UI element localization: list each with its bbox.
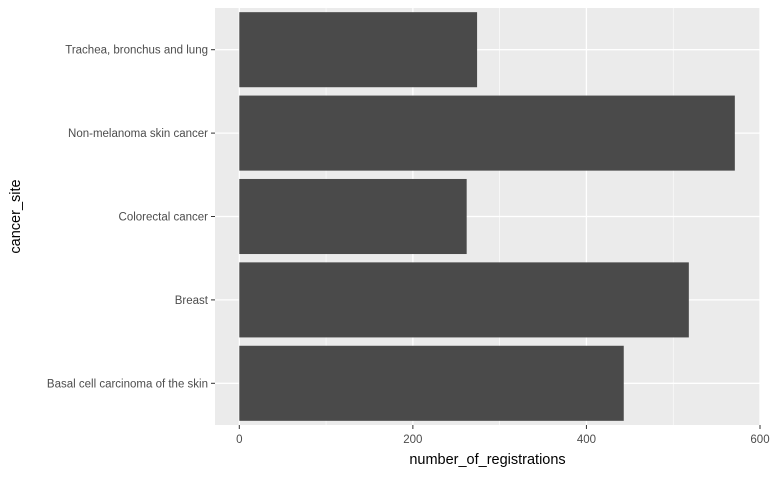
bar	[239, 178, 467, 255]
y-tick-label: Breast	[175, 295, 209, 307]
x-axis: 0 200 400 600	[236, 425, 770, 446]
bars	[239, 12, 735, 421]
y-tick-label: Trachea, bronchus and lung	[65, 45, 208, 57]
bar	[239, 12, 478, 88]
x-axis-title: number_of_registrations	[409, 452, 565, 468]
x-tick-label: 0	[236, 434, 242, 446]
y-tick-label: Colorectal cancer	[119, 212, 209, 224]
y-tick-label: Non-melanoma skin cancer	[68, 128, 208, 140]
x-tick-label: 200	[403, 434, 422, 446]
y-axis: Basal cell carcinoma of the skin Breast Co…	[47, 45, 215, 390]
x-tick-label: 400	[577, 434, 596, 446]
bar	[239, 95, 735, 171]
bar	[239, 262, 689, 338]
y-axis-title: cancer_site	[8, 179, 24, 253]
y-tick-label: Basal cell carcinoma of the skin	[47, 378, 208, 390]
x-tick-label: 600	[750, 434, 769, 446]
bar	[239, 345, 624, 421]
